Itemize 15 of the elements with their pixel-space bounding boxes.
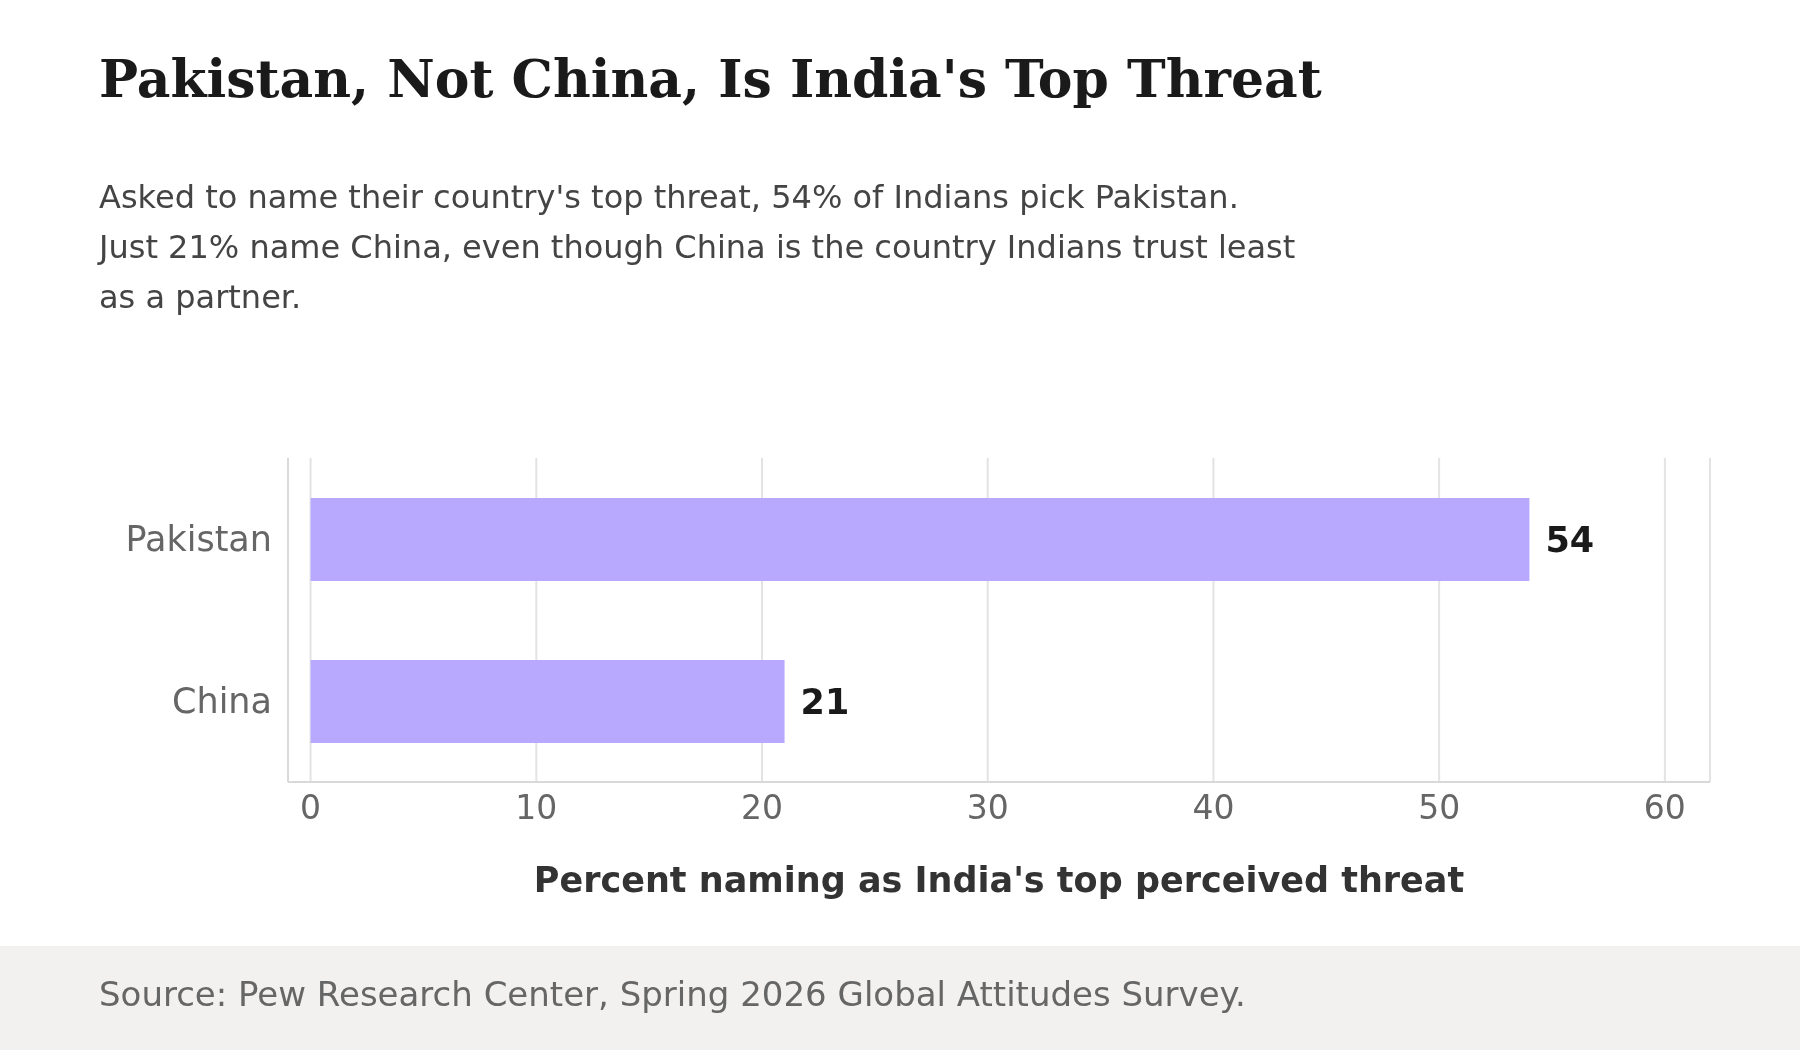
source-note: Source: Pew Research Center, Spring 2026 Global Attitudes Survey. <box>99 974 1246 1014</box>
x-tick-label: 50 <box>1418 788 1461 828</box>
x-tick-label: 0 <box>300 788 322 828</box>
x-tick-label: 40 <box>1192 788 1235 828</box>
x-axis-title: Percent naming as India's top perceived threat <box>533 860 1465 900</box>
x-tick-label: 60 <box>1643 788 1686 828</box>
data-label: 21 <box>800 681 850 722</box>
data-label: 54 <box>1545 519 1595 560</box>
y-tick-label: Pakistan <box>125 519 272 560</box>
x-tick-label: 20 <box>741 788 783 828</box>
x-tick-label: 10 <box>515 788 558 828</box>
y-tick-label: China <box>172 681 272 722</box>
chart-title: Pakistan, Not China, Is India's Top Threat <box>99 48 1322 109</box>
chart-subtitle: Asked to name their country's top threat, 54% of Indians pick Pakistan. Just 21% name China, even though China is the country Indians trust least as a partner. <box>99 177 1297 318</box>
x-tick-label: 30 <box>966 788 1009 828</box>
